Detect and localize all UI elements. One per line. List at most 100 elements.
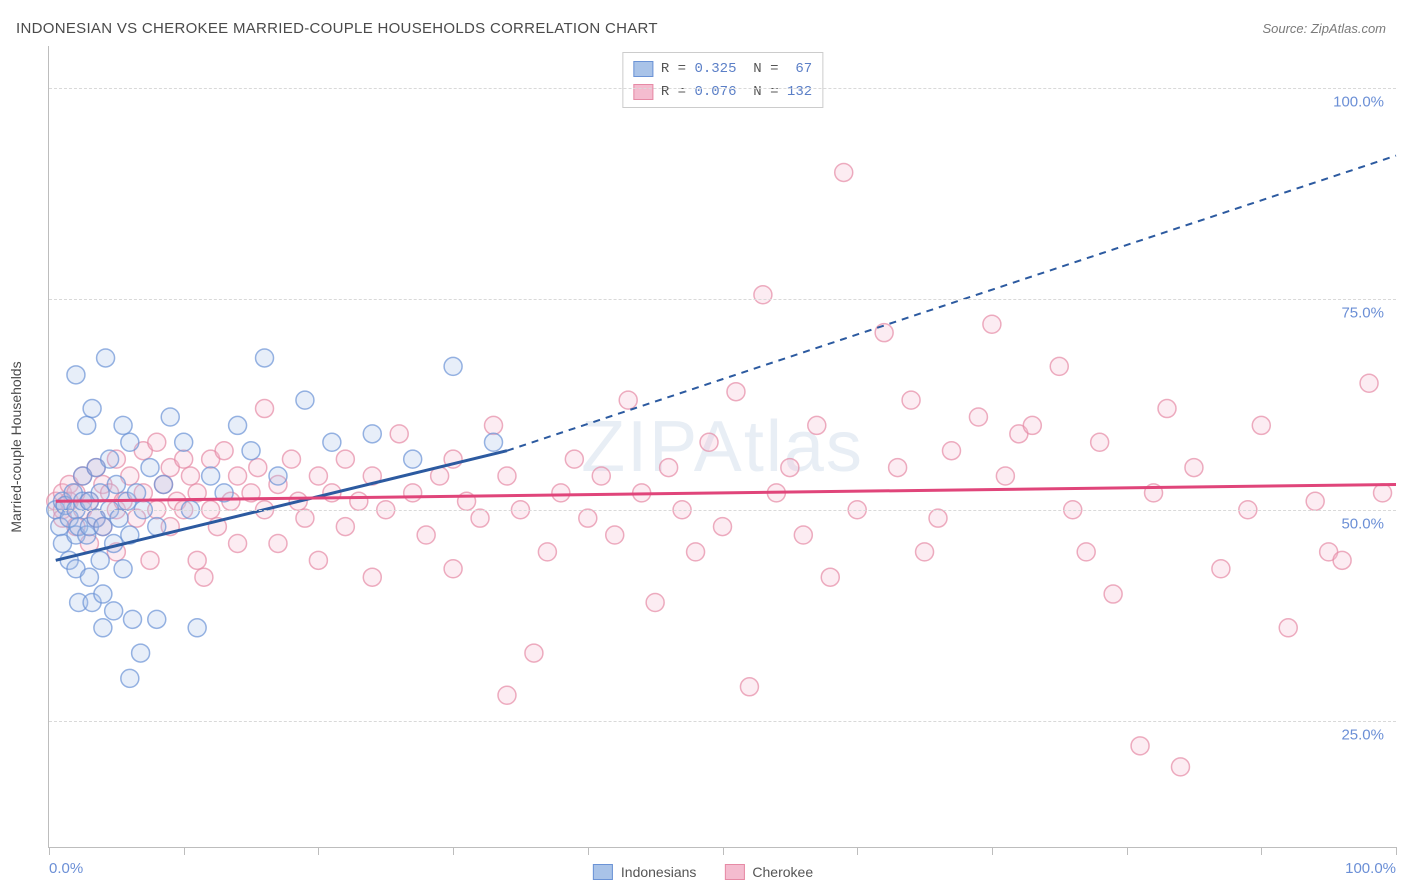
data-point (835, 163, 853, 181)
data-point (107, 475, 125, 493)
data-point (538, 543, 556, 561)
data-point (309, 551, 327, 569)
data-point (110, 509, 128, 527)
data-point (121, 669, 139, 687)
legend-row: R = 0.325 N = 67 (633, 57, 812, 80)
data-point (323, 433, 341, 451)
data-point (942, 442, 960, 460)
data-point (269, 534, 287, 552)
data-point (404, 484, 422, 502)
data-point (91, 551, 109, 569)
data-point (444, 560, 462, 578)
data-point (983, 315, 1001, 333)
data-point (714, 518, 732, 536)
data-point (579, 509, 597, 527)
data-point (821, 568, 839, 586)
x-tick (1261, 847, 1262, 855)
y-axis-label: Married-couple Households (8, 361, 24, 532)
data-point (1360, 374, 1378, 392)
data-point (242, 442, 260, 460)
data-point (727, 383, 745, 401)
data-point (350, 492, 368, 510)
data-point (1091, 433, 1109, 451)
data-point (1306, 492, 1324, 510)
data-point (390, 425, 408, 443)
data-point (132, 644, 150, 662)
legend-swatch (724, 864, 744, 880)
x-tick (723, 847, 724, 855)
legend-item: Indonesians (593, 864, 697, 880)
legend-row: R = 0.076 N = 132 (633, 80, 812, 103)
data-point (902, 391, 920, 409)
data-point (565, 450, 583, 468)
data-point (202, 467, 220, 485)
plot-region: ZIPAtlas R = 0.325 N = 67R = 0.076 N = 1… (48, 46, 1396, 848)
legend-label: Cherokee (752, 864, 813, 880)
series-legend: Indonesians Cherokee (593, 864, 813, 880)
data-point (1104, 585, 1122, 603)
data-point (1023, 416, 1041, 434)
chart-area: Married-couple Households ZIPAtlas R = 0… (48, 46, 1396, 848)
data-point (498, 686, 516, 704)
data-point (296, 391, 314, 409)
data-point (525, 644, 543, 662)
data-point (363, 425, 381, 443)
data-point (229, 467, 247, 485)
data-point (97, 349, 115, 367)
data-point (740, 678, 758, 696)
data-point (1158, 400, 1176, 418)
data-point (404, 450, 422, 468)
data-point (215, 442, 233, 460)
data-point (309, 467, 327, 485)
data-point (124, 610, 142, 628)
data-point (606, 526, 624, 544)
trend-line-extrapolated (507, 156, 1396, 451)
data-point (282, 450, 300, 468)
data-point (552, 484, 570, 502)
data-point (141, 551, 159, 569)
data-point (188, 619, 206, 637)
data-point (141, 459, 159, 477)
data-point (485, 433, 503, 451)
data-point (94, 585, 112, 603)
legend-label: Indonesians (621, 864, 697, 880)
data-point (83, 400, 101, 418)
data-point (1077, 543, 1095, 561)
data-point (105, 602, 123, 620)
legend-stats: R = 0.325 N = 67 (661, 57, 812, 80)
x-tick (1396, 847, 1397, 855)
data-point (336, 450, 354, 468)
data-point (101, 450, 119, 468)
data-point (121, 433, 139, 451)
data-point (181, 467, 199, 485)
data-point (148, 610, 166, 628)
legend-swatch (593, 864, 613, 880)
data-point (808, 416, 826, 434)
y-tick-label: 50.0% (1341, 515, 1384, 532)
data-point (1333, 551, 1351, 569)
data-point (175, 433, 193, 451)
legend-stats: R = 0.076 N = 132 (661, 80, 812, 103)
legend-item: Cherokee (724, 864, 813, 880)
data-point (687, 543, 705, 561)
data-point (889, 459, 907, 477)
data-point (78, 416, 96, 434)
data-point (80, 568, 98, 586)
data-point (1374, 484, 1392, 502)
data-point (154, 475, 172, 493)
data-point (592, 467, 610, 485)
source-attribution: Source: ZipAtlas.com (1262, 21, 1386, 36)
data-point (256, 349, 274, 367)
data-point (296, 509, 314, 527)
data-point (175, 450, 193, 468)
data-point (363, 568, 381, 586)
x-tick-label: 0.0% (49, 860, 83, 877)
x-tick (453, 847, 454, 855)
data-point (195, 568, 213, 586)
data-point (875, 324, 893, 342)
data-point (1252, 416, 1270, 434)
x-tick (588, 847, 589, 855)
data-point (94, 518, 112, 536)
data-point (1131, 737, 1149, 755)
data-point (781, 459, 799, 477)
